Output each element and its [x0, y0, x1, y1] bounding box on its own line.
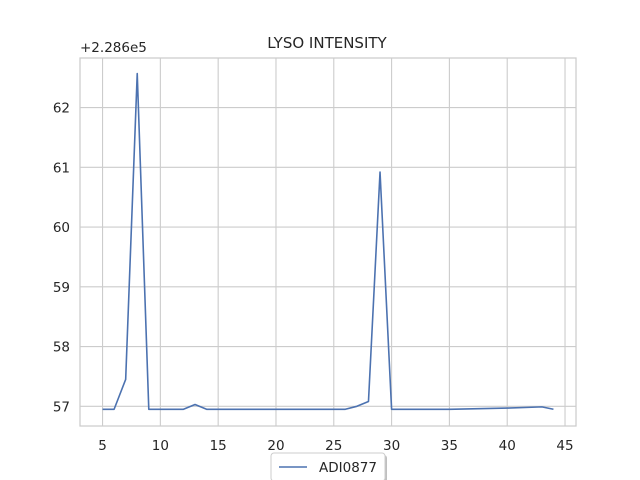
legend: ADI0877	[270, 452, 387, 480]
x-tick-label: 30	[383, 438, 400, 454]
axes-frame	[79, 57, 577, 427]
y-tick-label: 58	[53, 340, 70, 356]
series-line-ADI0877	[102, 72, 554, 411]
chart-title: LYSO INTENSITY	[267, 34, 387, 52]
x-tick-label: 10	[152, 438, 169, 454]
series-layer	[102, 72, 554, 411]
y-tick-label: 61	[53, 160, 70, 176]
x-tick-label: 40	[499, 438, 516, 454]
x-tick-labels: 5 10 15 20 25 30 35 40 45	[98, 438, 573, 454]
grid-lines	[80, 58, 576, 426]
legend-box	[270, 452, 386, 480]
x-tick-label: 5	[98, 438, 107, 454]
y-offset-label: +2.286e5	[80, 40, 147, 56]
x-tick-label: 25	[325, 438, 342, 454]
y-tick-label: 59	[53, 280, 70, 296]
y-tick-labels: 57 58 59 60 61 62	[53, 101, 70, 416]
y-tick-label: 57	[53, 399, 70, 415]
x-tick-label: 35	[441, 438, 458, 454]
y-tick-label: 62	[53, 101, 70, 117]
x-tick-label: 20	[267, 438, 284, 454]
x-tick-label: 45	[556, 438, 573, 454]
legend-label: ADI0877	[319, 460, 377, 476]
plot-frame	[79, 57, 577, 427]
x-tick-label: 15	[210, 438, 227, 454]
y-tick-label: 60	[53, 220, 70, 236]
